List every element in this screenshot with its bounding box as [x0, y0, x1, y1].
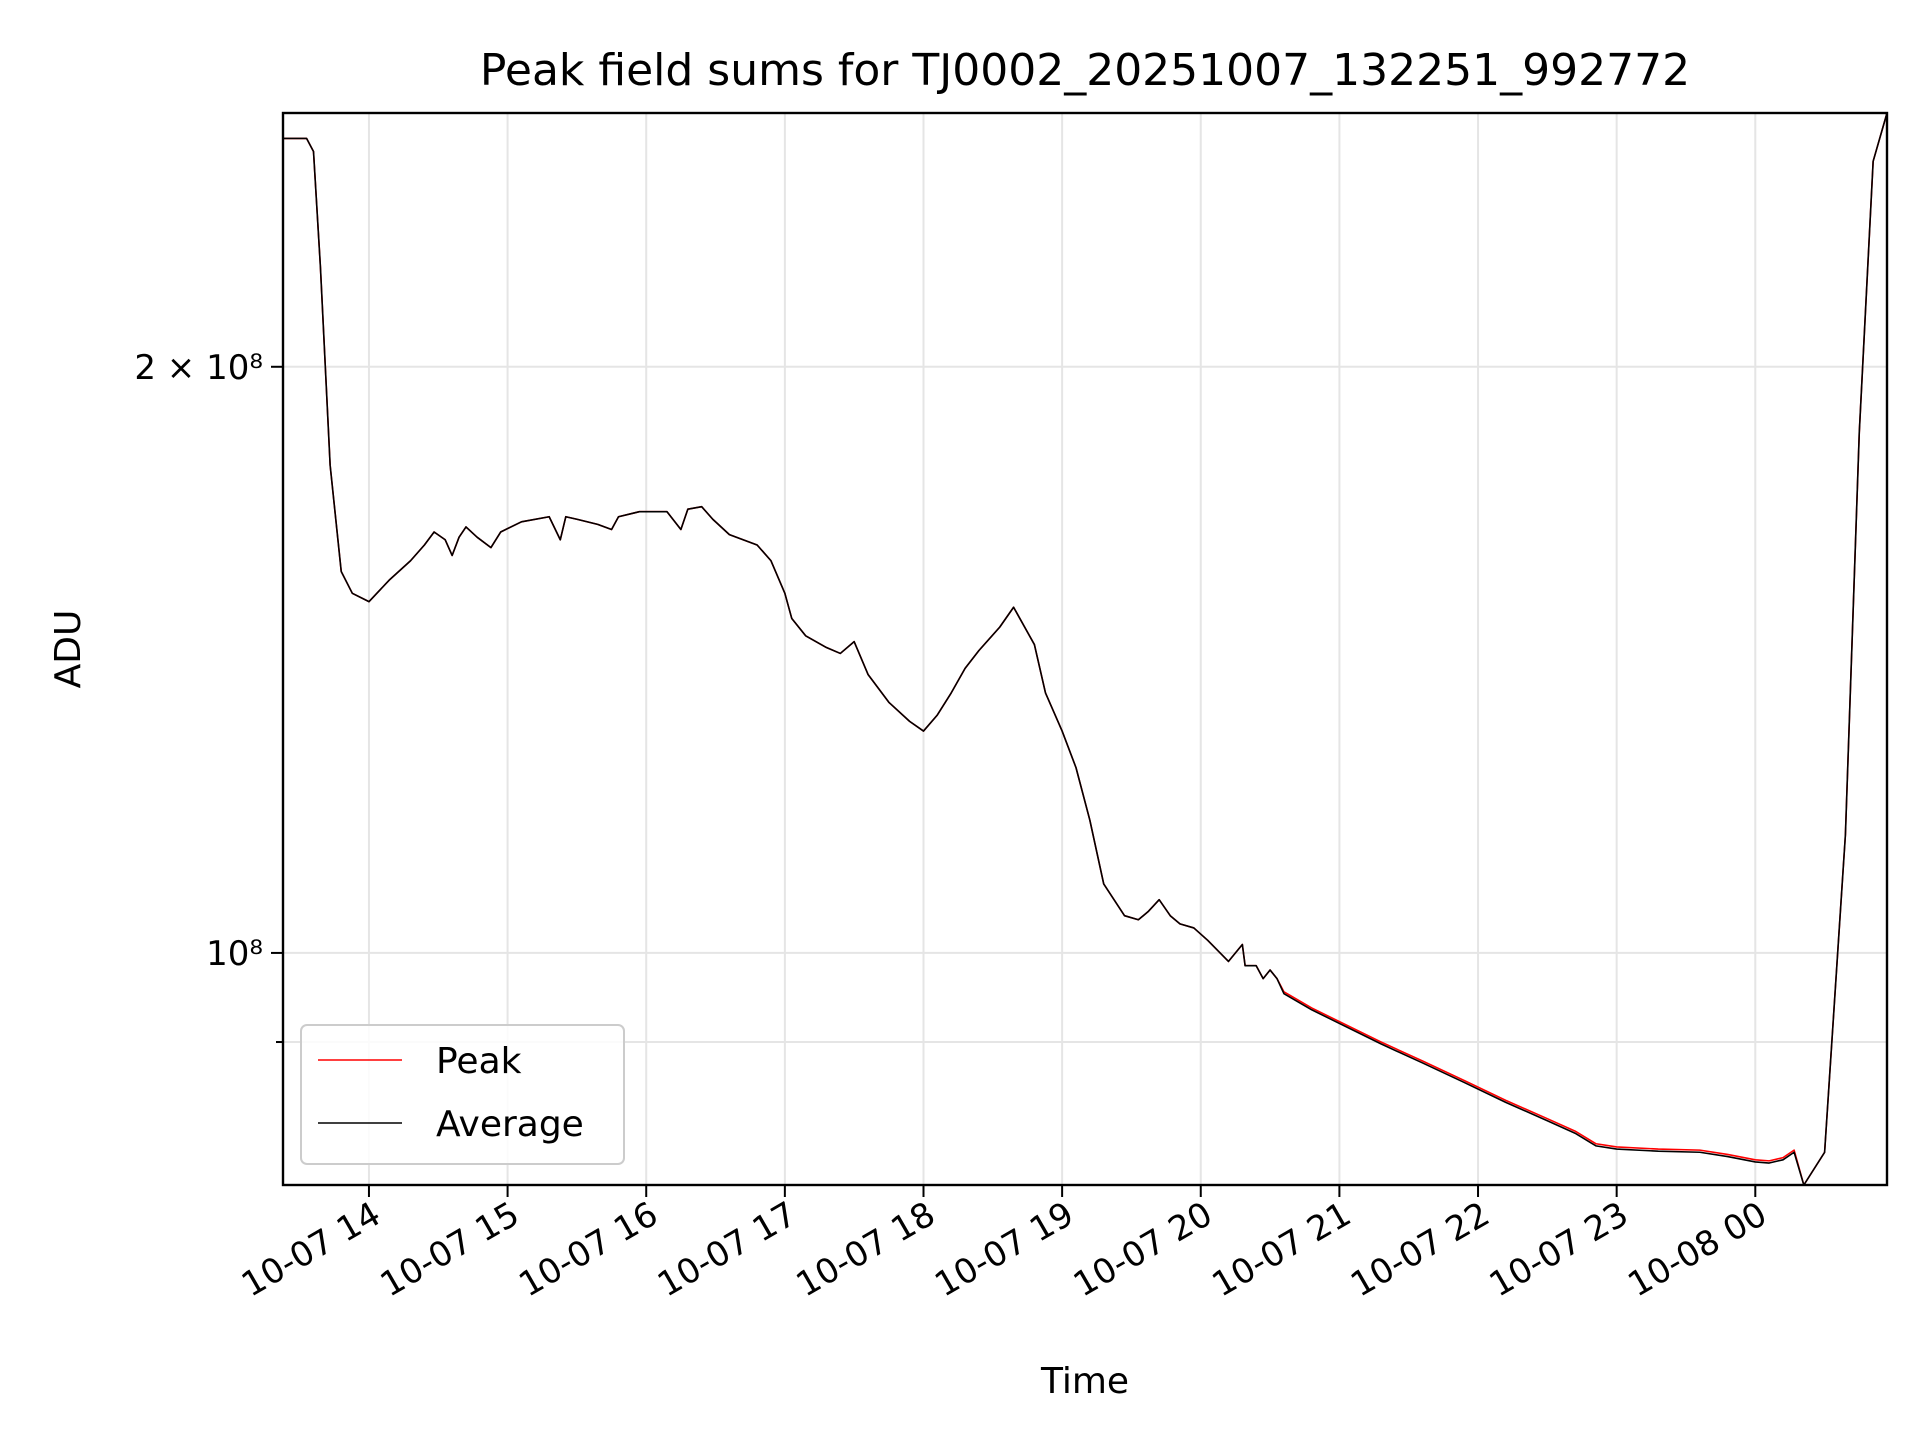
chart-figure: Peak field sums for TJ0002_20251007_1322… — [0, 0, 1920, 1440]
chart-title: Peak field sums for TJ0002_20251007_1322… — [480, 45, 1690, 96]
y-axis-label: ADU — [48, 610, 89, 689]
y-tick-label: 10⁸ — [206, 934, 263, 974]
legend-label-average: Average — [436, 1104, 584, 1145]
x-axis-label: Time — [1040, 1361, 1129, 1402]
legend: Peak Average — [301, 1025, 624, 1164]
legend-label-peak: Peak — [436, 1041, 522, 1082]
y-tick-label: 2 × 10⁸ — [134, 348, 263, 388]
chart-svg: Peak field sums for TJ0002_20251007_1322… — [0, 0, 1920, 1440]
